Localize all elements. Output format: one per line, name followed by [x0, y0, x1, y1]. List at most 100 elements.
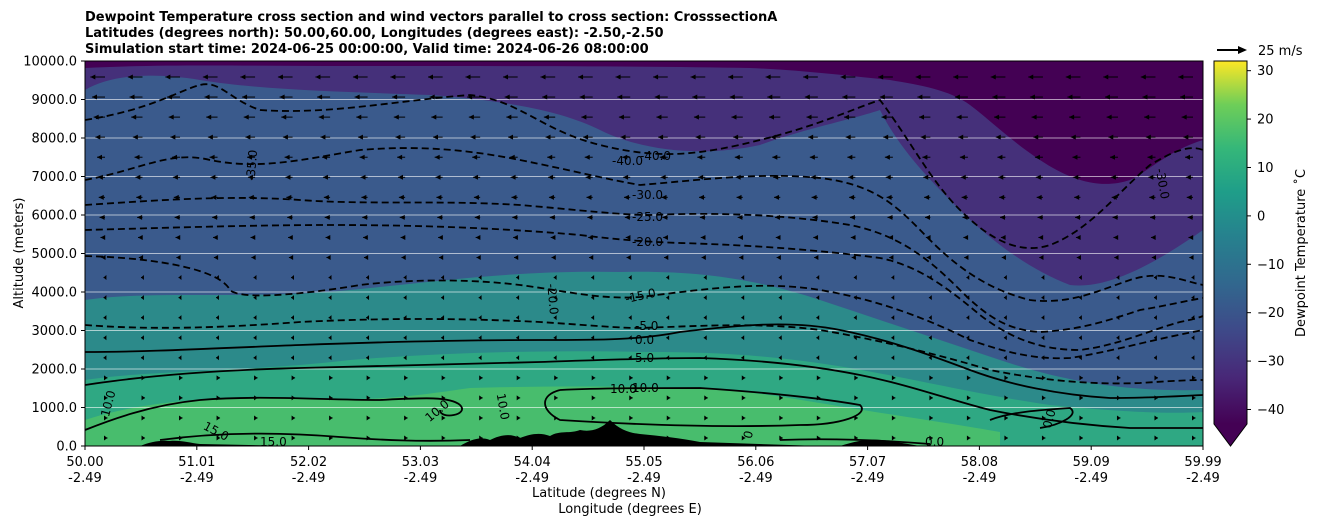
dashed-contours — [85, 83, 1203, 385]
wind-vector-head — [366, 315, 370, 321]
x-tick-label-lon: -2.49 — [1186, 471, 1220, 486]
wind-vector-head — [923, 174, 929, 180]
wind-vector-head — [618, 114, 624, 120]
wind-vector-head — [739, 255, 744, 260]
wind-vector-head — [513, 234, 518, 240]
wind-vector-head — [516, 335, 520, 341]
wind-vector-head — [929, 415, 933, 421]
wind-vector-head — [1034, 154, 1040, 160]
wind-vector-head — [438, 234, 443, 240]
wind-vector-head — [854, 395, 858, 401]
wind-vector-head — [1187, 214, 1193, 220]
contour-label: 10.0 — [632, 381, 659, 395]
wind-vector-head — [542, 94, 548, 100]
x-tick-label-lon: -2.49 — [180, 471, 214, 486]
wind-vector-head — [591, 275, 595, 281]
wind-vector-head — [441, 335, 445, 341]
wind-vector-head — [478, 295, 482, 301]
wind-vector-head — [554, 375, 558, 381]
wind-vector-head — [131, 114, 137, 120]
wind-vector-head — [1192, 375, 1196, 381]
wind-vector-head — [277, 74, 283, 80]
wind-vector-head — [326, 255, 331, 260]
wind-vector-head — [701, 255, 706, 260]
wind-vector-head — [891, 275, 895, 281]
wind-vector-head — [703, 275, 707, 281]
wind-vector-head — [578, 74, 584, 80]
wind-vector-head — [924, 194, 930, 200]
wind-vector-head — [992, 94, 998, 100]
wind-vector-head — [141, 355, 144, 361]
wind-vector-head — [356, 114, 362, 120]
contour-label: 0 — [741, 429, 757, 440]
wind-vector-head — [703, 315, 707, 321]
wind-vector-head — [138, 255, 144, 260]
wind-vector-head — [1188, 234, 1194, 240]
wind-vector-head — [291, 415, 296, 421]
wind-vector-head — [136, 194, 142, 200]
wind-vector-head — [884, 154, 890, 160]
wind-vector-head — [318, 114, 324, 120]
x-tick-label-lat: 53.03 — [402, 455, 439, 470]
wind-vector-head — [853, 315, 857, 321]
contour-label: -30.0 — [1153, 167, 1172, 200]
y-tick-label: 6000.0 — [32, 209, 78, 224]
wind-vector-head — [390, 74, 396, 80]
wind-vector-head — [104, 435, 108, 441]
wind-vector-head — [1041, 375, 1046, 381]
wind-vector-head — [889, 255, 894, 260]
wind-vector-head — [770, 134, 776, 140]
wind-vector-head — [929, 395, 933, 401]
wind-vector-head — [322, 174, 328, 180]
wind-vector-head — [1148, 174, 1154, 180]
wind-vector-head — [1116, 335, 1120, 341]
wind-vector-head — [1112, 214, 1118, 220]
wind-vector-head — [1028, 74, 1034, 80]
y-tick-label: 10000.0 — [23, 55, 77, 70]
wind-vector-head — [703, 355, 707, 361]
wind-vector-head — [1192, 415, 1196, 421]
x-tick-label-lat: 54.04 — [514, 455, 551, 470]
wind-vector-head — [141, 295, 144, 301]
wind-vector-head — [508, 134, 514, 140]
wind-vector-head — [995, 134, 1001, 140]
wind-vector-head — [438, 255, 444, 260]
wind-vector-head — [887, 214, 893, 220]
wind-vector-head — [1075, 214, 1081, 220]
wind-vector-head — [288, 255, 294, 260]
wind-vector-head — [323, 194, 329, 200]
wind-vector-head — [1149, 194, 1155, 200]
x-tick-label-lon: -2.49 — [627, 471, 661, 486]
wind-vector-head — [584, 154, 590, 160]
wind-vector-head — [212, 214, 218, 220]
wind-vector-head — [97, 174, 103, 180]
wind-vector-head — [178, 335, 182, 341]
wind-vector-head — [366, 415, 371, 421]
wind-vector-head — [695, 134, 701, 140]
wind-vector-head — [845, 134, 851, 140]
wind-vector-head — [361, 194, 367, 200]
wind-vector-head — [1003, 355, 1007, 361]
wind-vector-head — [806, 114, 812, 120]
wind-vector-head — [1181, 114, 1187, 120]
wind-vector-head — [1192, 395, 1196, 401]
wind-vector-head — [661, 194, 667, 200]
wind-vector-head — [96, 154, 102, 160]
wind-vector-head — [703, 335, 707, 341]
wind-vector-head — [1041, 355, 1045, 361]
wind-vector-head — [478, 315, 482, 321]
wind-vector-head — [1153, 315, 1157, 321]
y-tick-label: 1000.0 — [32, 401, 78, 416]
wind-vector-head — [808, 134, 814, 140]
wind-vector-head — [1154, 395, 1158, 401]
wind-vector-head — [322, 154, 328, 160]
wind-vector-head — [240, 74, 246, 80]
wind-vector-head — [1145, 134, 1151, 140]
wind-vector-head — [317, 94, 323, 100]
wind-vector-head — [844, 114, 850, 120]
wind-vector-head — [172, 174, 178, 180]
wind-vector-head — [929, 435, 933, 441]
wind-vector-head — [1116, 395, 1121, 401]
wind-vector-head — [842, 94, 848, 100]
wind-vector-head — [966, 375, 971, 381]
